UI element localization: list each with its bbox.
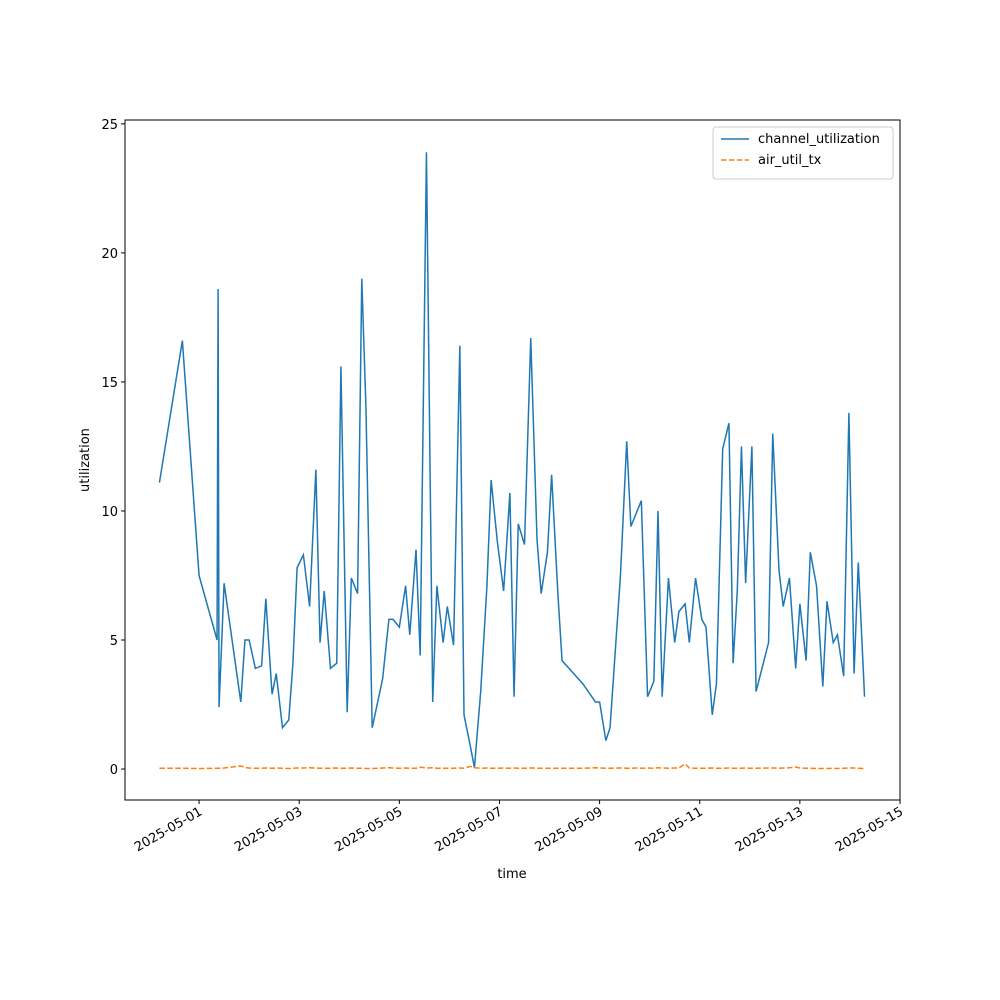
y-tick-label: 5 [110,634,118,649]
y-tick-label: 10 [101,505,118,520]
legend-label: channel_utilization [758,132,880,147]
x-axis-label: time [497,867,526,882]
y-tick-label: 0 [110,763,118,778]
x-tick-label: 2025-05-15 [833,804,906,855]
x-tick-label: 2025-05-11 [633,804,706,855]
legend-label: air_util_tx [758,153,822,168]
series-line [159,762,865,770]
series-line [158,152,866,768]
x-tick-label: 2025-05-03 [232,804,305,855]
x-tick-label: 2025-05-13 [733,804,806,855]
y-tick-label: 15 [101,376,118,391]
x-tick-label: 2025-05-09 [533,804,606,855]
y-axis-label: utilization [78,428,93,492]
y-tick-label: 25 [101,118,118,133]
x-tick-label: 2025-05-05 [332,804,405,855]
legend-box [712,126,894,180]
plot-frame [124,119,901,801]
x-tick-label: 2025-05-07 [433,804,506,855]
x-tick-label: 2025-05-01 [132,804,205,855]
y-tick-label: 20 [101,247,118,262]
